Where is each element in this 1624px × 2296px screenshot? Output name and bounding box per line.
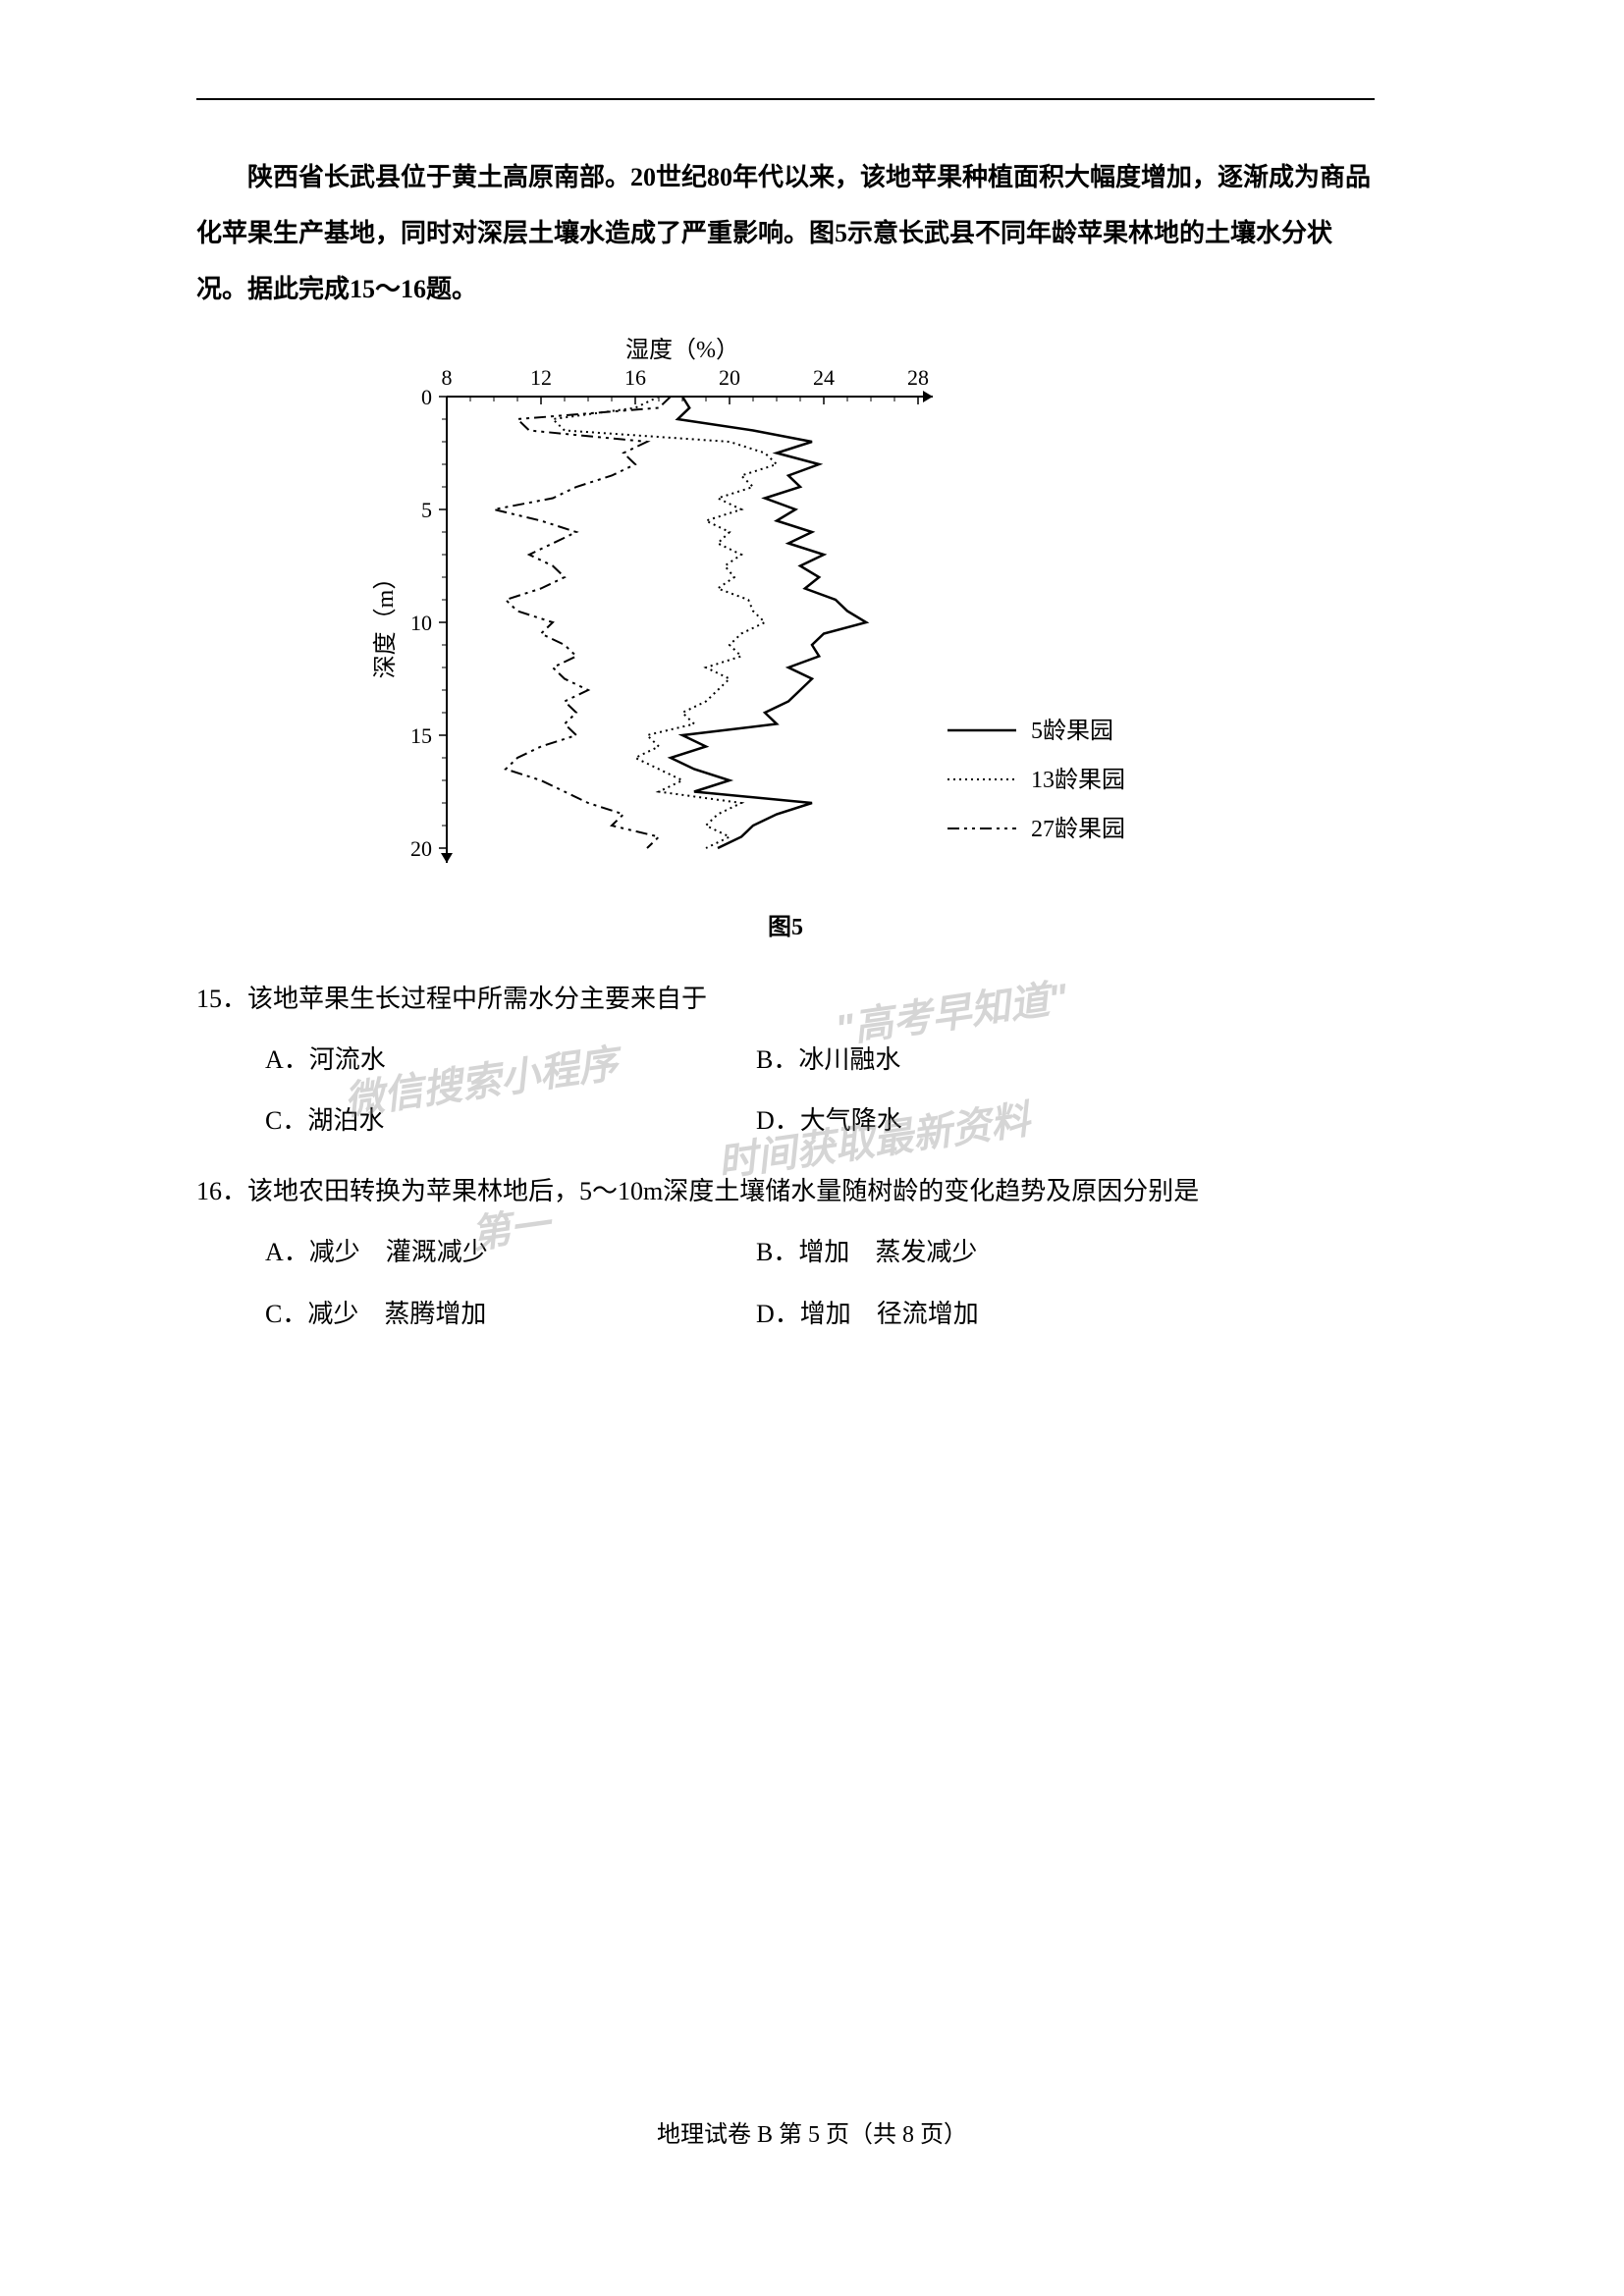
page-content: 陕西省长武县位于黄土高原南部。20世纪80年代以来，该地苹果种植面积大幅度增加，…	[196, 98, 1428, 1347]
option-d: D．大气降水	[756, 1093, 1247, 1148]
question-number: 15．	[196, 985, 247, 1013]
options-row: A．减少 灌溉减少 B．增加 蒸发减少	[265, 1224, 1375, 1280]
svg-text:28: 28	[907, 365, 929, 390]
chart-caption: 图5	[196, 907, 1375, 941]
option-b: B．冰川融水	[756, 1032, 1247, 1088]
options-row: C．减少 蒸腾增加 D．增加 径流增加	[265, 1286, 1375, 1342]
option-a: A．减少 灌溉减少	[265, 1224, 756, 1280]
question-text: 该地农田转换为苹果林地后，5～10m深度土壤储水量随树龄的变化趋势及原因分别是	[247, 1177, 1199, 1205]
svg-text:深度（m）: 深度（m）	[372, 565, 399, 678]
option-d: D．增加 径流增加	[756, 1286, 1247, 1342]
svg-text:20: 20	[410, 836, 432, 861]
option-b: B．增加 蒸发减少	[756, 1224, 1247, 1280]
options-row: A．河流水 B．冰川融水	[265, 1032, 1375, 1088]
passage-text: 陕西省长武县位于黄土高原南部。20世纪80年代以来，该地苹果种植面积大幅度增加，…	[196, 149, 1375, 318]
svg-text:8: 8	[442, 365, 453, 390]
option-a: A．河流水	[265, 1032, 756, 1088]
svg-text:15: 15	[410, 723, 432, 748]
svg-text:16: 16	[624, 365, 646, 390]
svg-text:10: 10	[410, 611, 432, 635]
question-text: 该地苹果生长过程中所需水分主要来自于	[247, 985, 707, 1013]
option-c: C．湖泊水	[265, 1093, 756, 1148]
svg-text:0: 0	[421, 385, 432, 409]
chart-container: 8 12 16 20 24 28 湿度（%） 0 5 10 15 20 深度（m） 5龄果园 13龄果园 27…	[196, 338, 1375, 887]
page-footer: 地理试卷 B 第 5 页（共 8 页）	[0, 2114, 1624, 2149]
svg-text:12: 12	[530, 365, 552, 390]
svg-text:20: 20	[719, 365, 740, 390]
question-16-stem: 16．该地农田转换为苹果林地后，5～10m深度土壤储水量随树龄的变化趋势及原因分…	[196, 1163, 1375, 1219]
options-row: C．湖泊水 D．大气降水	[265, 1093, 1375, 1148]
svg-text:13龄果园: 13龄果园	[1031, 767, 1125, 793]
horizontal-rule-top	[196, 98, 1375, 100]
question-block: "高考早知道" 微信搜索小程序 时间获取最新资料 第一 15．该地苹果生长过程中…	[196, 971, 1375, 1342]
question-number: 16．	[196, 1177, 247, 1205]
svg-text:5: 5	[421, 498, 432, 522]
svg-text:24: 24	[813, 365, 835, 390]
svg-text:27龄果园: 27龄果园	[1031, 816, 1125, 842]
question-15-stem: 15．该地苹果生长过程中所需水分主要来自于	[196, 971, 1375, 1027]
svg-text:湿度（%）: 湿度（%）	[625, 338, 739, 363]
svg-text:5龄果园: 5龄果园	[1031, 718, 1113, 744]
soil-moisture-chart: 8 12 16 20 24 28 湿度（%） 0 5 10 15 20 深度（m） 5龄果园 13龄果园 27…	[368, 338, 1203, 887]
option-c: C．减少 蒸腾增加	[265, 1286, 756, 1342]
